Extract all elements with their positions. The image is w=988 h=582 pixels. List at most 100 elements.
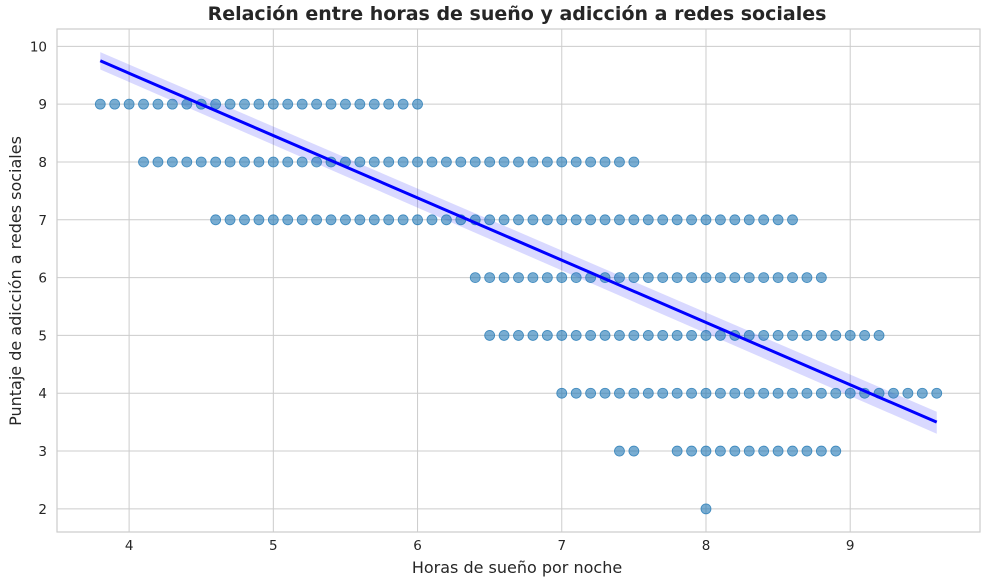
data-point xyxy=(628,445,640,457)
data-point xyxy=(556,387,568,399)
data-point xyxy=(181,156,193,168)
regression-line xyxy=(99,59,938,424)
data-point xyxy=(282,156,294,168)
data-point xyxy=(758,272,770,284)
chart-title: Relación entre horas de sueño y adicción… xyxy=(208,3,827,25)
data-point xyxy=(815,272,827,284)
data-point xyxy=(801,445,813,457)
data-point xyxy=(513,214,524,226)
data-point xyxy=(210,214,222,226)
data-point xyxy=(657,272,669,284)
data-point xyxy=(253,98,265,110)
data-point xyxy=(527,272,539,284)
data-point xyxy=(700,503,712,515)
data-point xyxy=(715,387,726,399)
data-point xyxy=(498,156,510,168)
data-point xyxy=(267,214,279,226)
data-point xyxy=(614,445,625,457)
data-point xyxy=(873,330,885,341)
data-point xyxy=(657,387,669,399)
data-point xyxy=(296,214,308,226)
data-point xyxy=(657,214,669,226)
data-point xyxy=(354,156,366,168)
data-point xyxy=(628,387,640,399)
data-point xyxy=(787,445,798,457)
data-point xyxy=(325,214,337,226)
data-point xyxy=(570,272,582,284)
data-point xyxy=(513,156,524,168)
data-point xyxy=(686,445,697,457)
data-point xyxy=(311,156,322,168)
data-point xyxy=(888,387,899,399)
data-point xyxy=(397,98,409,110)
data-point xyxy=(772,330,784,341)
data-point xyxy=(642,272,654,284)
data-point xyxy=(614,387,625,399)
data-point xyxy=(686,330,697,341)
data-point xyxy=(239,214,250,226)
y-tick-label: 8 xyxy=(38,155,47,171)
data-point xyxy=(556,156,568,168)
data-point xyxy=(541,214,553,226)
data-point xyxy=(527,156,539,168)
data-point xyxy=(166,156,178,168)
data-point xyxy=(282,214,294,226)
data-point xyxy=(253,156,265,168)
tick-label-layer: 4 5 6 7 8 9 2 3 4 5 6 7 8 9 10 xyxy=(30,39,855,554)
data-point xyxy=(498,214,510,226)
data-point xyxy=(758,387,770,399)
x-tick-label: 7 xyxy=(557,538,566,554)
data-point xyxy=(484,330,496,341)
data-point xyxy=(397,214,409,226)
data-point xyxy=(671,272,683,284)
points-layer xyxy=(94,98,943,515)
data-point xyxy=(527,214,539,226)
data-point xyxy=(267,156,279,168)
data-point xyxy=(412,98,423,110)
data-point xyxy=(585,214,597,226)
x-tick-label: 5 xyxy=(269,538,278,554)
data-point xyxy=(267,98,279,110)
data-point xyxy=(440,214,452,226)
data-point xyxy=(224,98,236,110)
data-point xyxy=(455,156,467,168)
data-point xyxy=(354,98,366,110)
data-point xyxy=(296,98,308,110)
data-point xyxy=(556,214,568,226)
data-point xyxy=(614,214,625,226)
data-point xyxy=(700,445,712,457)
data-point xyxy=(570,387,582,399)
data-point xyxy=(498,272,510,284)
data-point xyxy=(700,272,712,284)
data-point xyxy=(570,330,582,341)
data-point xyxy=(138,156,149,168)
data-point xyxy=(585,387,597,399)
data-point xyxy=(787,214,798,226)
y-tick-label: 10 xyxy=(30,39,47,55)
data-point xyxy=(902,387,914,399)
regression-line-layer xyxy=(99,59,938,424)
data-point xyxy=(397,156,409,168)
data-point xyxy=(815,387,827,399)
data-point xyxy=(671,387,683,399)
data-point xyxy=(642,214,654,226)
data-point xyxy=(239,98,250,110)
data-point xyxy=(772,387,784,399)
data-point xyxy=(513,272,524,284)
data-point xyxy=(440,156,452,168)
data-point xyxy=(599,156,611,168)
data-point xyxy=(368,98,380,110)
data-point xyxy=(628,272,640,284)
data-point xyxy=(354,214,366,226)
y-tick-label: 7 xyxy=(38,213,47,229)
data-point xyxy=(772,445,784,457)
data-point xyxy=(224,156,236,168)
data-point xyxy=(844,330,856,341)
frame-layer xyxy=(56,28,981,533)
data-point xyxy=(743,272,755,284)
data-point xyxy=(628,156,640,168)
data-point xyxy=(772,272,784,284)
data-point xyxy=(166,98,178,110)
data-point xyxy=(152,98,164,110)
data-point xyxy=(715,214,726,226)
